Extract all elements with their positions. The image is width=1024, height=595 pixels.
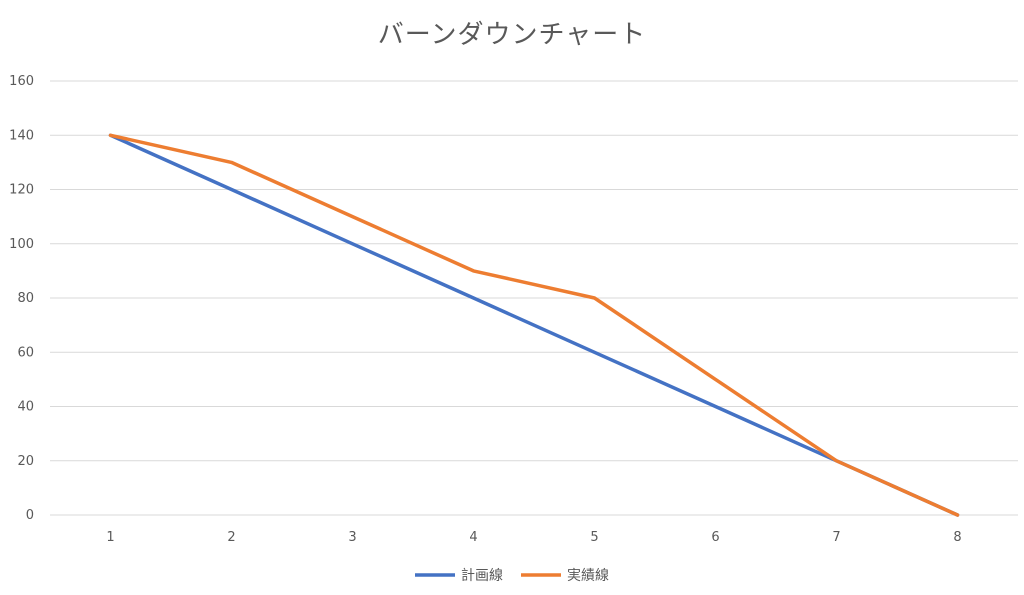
grid-lines [50,80,1018,516]
y-tick-label: 100 [9,237,34,252]
legend: 計画線 実績線 [415,568,609,584]
y-tick-label: 20 [17,454,34,469]
series-line-1 [108,133,960,517]
x-tick-label: 5 [590,530,598,545]
y-tick-label: 80 [17,291,34,306]
y-tick-label: 120 [9,183,34,198]
y-tick-label: 160 [9,74,34,89]
x-tick-label: 2 [227,530,235,545]
x-tick-label: 1 [106,530,114,545]
y-tick-label: 140 [9,128,34,143]
x-tick-label: 6 [711,530,719,545]
x-tick-label: 8 [953,530,961,545]
y-tick-label: 40 [17,400,34,415]
legend-label-1: 計画線 [461,568,503,584]
x-tick-label: 3 [348,530,356,545]
x-tick-label: 7 [832,530,840,545]
series-line-2 [108,133,960,517]
y-tick-label: 60 [17,345,34,360]
series-lines [108,133,960,517]
legend-label-2: 実績線 [567,568,609,584]
x-tick-label: 4 [469,530,477,545]
x-axis-ticks: 1 2 3 4 5 6 7 8 [106,530,961,545]
chart-title: バーンダウンチャート [377,20,647,50]
y-tick-label: 0 [26,508,34,523]
y-axis-ticks: 0 20 40 60 80 100 120 140 160 [9,74,34,523]
